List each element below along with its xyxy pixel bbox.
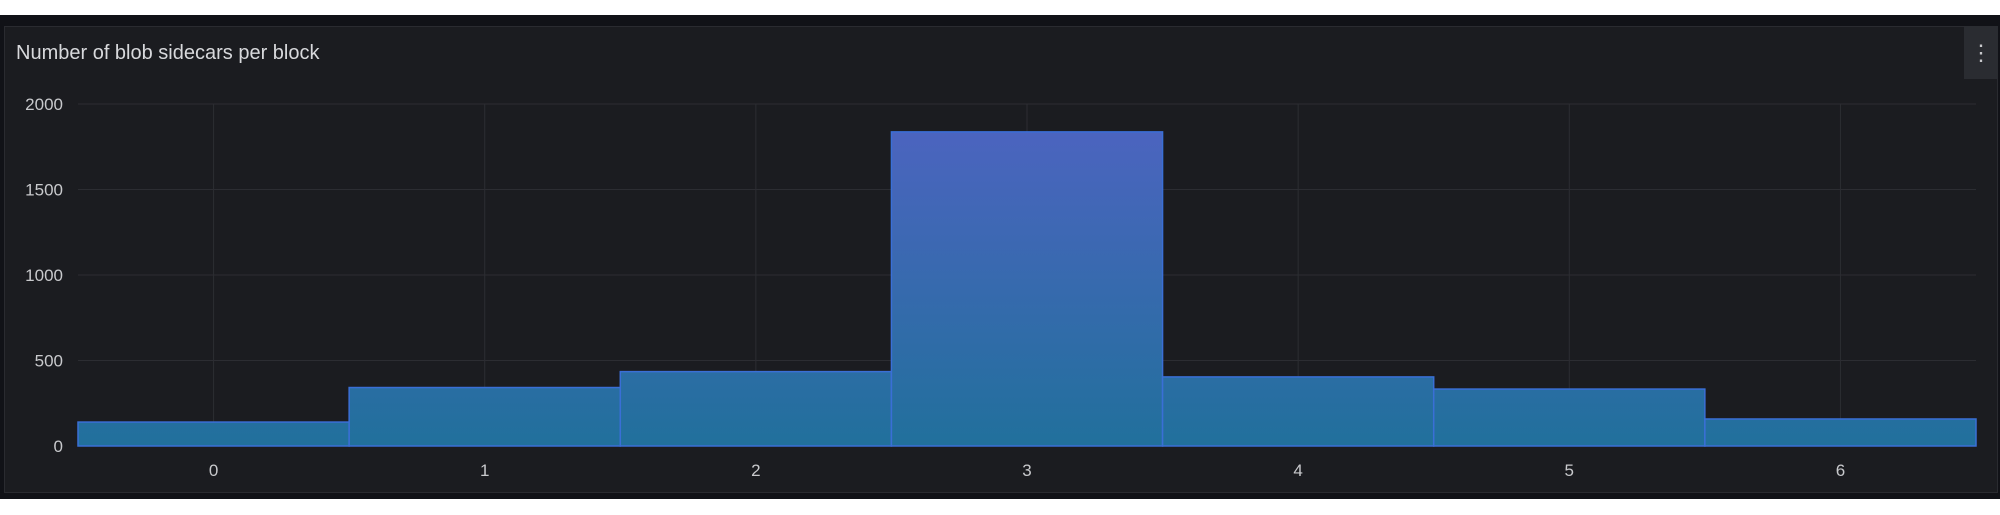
bar-3[interactable] — [890, 131, 1164, 447]
x-tick-label: 1 — [480, 461, 489, 480]
y-tick-label: 0 — [54, 437, 63, 456]
panel-title: Number of blob sidecars per block — [16, 42, 320, 64]
y-tick-label: 2000 — [25, 95, 63, 114]
kebab-menu-icon: ⋮ — [1970, 39, 1992, 65]
x-tick-label: 6 — [1836, 461, 1845, 480]
y-tick-label: 1500 — [25, 181, 63, 200]
bar-6[interactable] — [1704, 418, 1977, 447]
x-tick-label: 5 — [1565, 461, 1574, 480]
y-tick-label: 500 — [35, 352, 63, 371]
x-tick-label: 4 — [1293, 461, 1302, 480]
x-tick-label: 0 — [209, 461, 218, 480]
x-tick-label: 2 — [751, 461, 760, 480]
bar-4[interactable] — [1161, 376, 1435, 447]
y-tick-label: 1000 — [25, 266, 63, 285]
bar-0[interactable] — [77, 421, 350, 447]
bar-5[interactable] — [1432, 388, 1706, 447]
bar-2[interactable] — [619, 370, 893, 447]
panel-menu-button[interactable]: ⋮ — [1964, 26, 1998, 79]
x-tick-label: 3 — [1022, 461, 1031, 480]
bar-1[interactable] — [348, 386, 622, 447]
